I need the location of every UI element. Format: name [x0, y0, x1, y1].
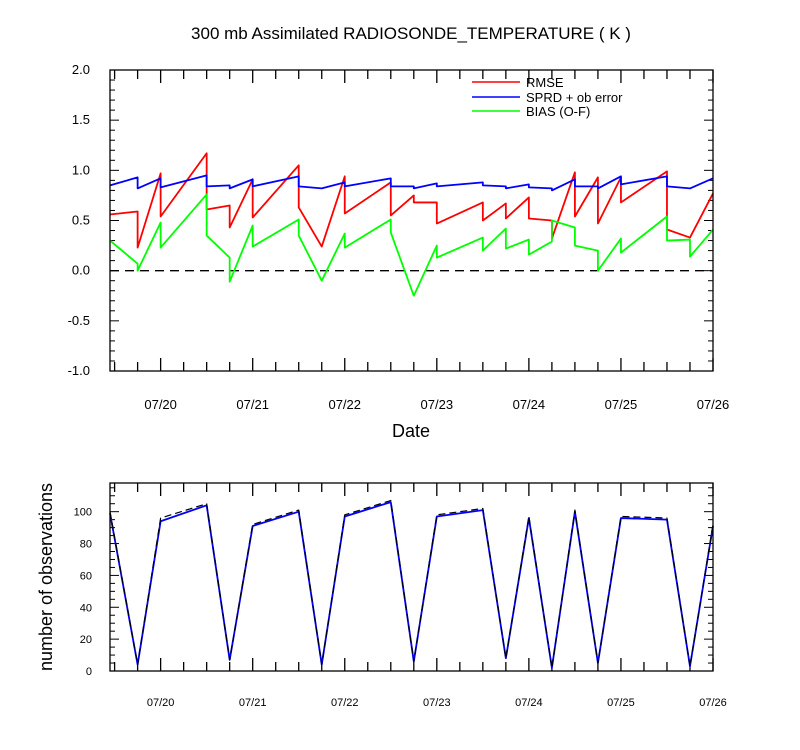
top-series-line-rmse	[109, 152, 714, 249]
top-x-tick-label: 07/20	[144, 397, 177, 412]
bottom-x-tick-label: 07/25	[607, 697, 635, 709]
top-series-lines	[109, 152, 714, 297]
bottom-ticks: 100 80 60 40 20 0 07/20 07/21 07/22 07/23 07/24 07/…	[74, 483, 727, 709]
bottom-x-tick-label: 07/20	[147, 697, 175, 709]
bottom-y-tick-label: 40	[80, 602, 92, 614]
top-y-tick-label: 1.0	[72, 162, 90, 177]
bottom-y-axis-label: number of observations	[36, 483, 56, 671]
bottom-x-tick-label: 07/24	[515, 697, 543, 709]
bottom-y-tick-label: 0	[86, 666, 92, 678]
top-x-tick-label: 07/22	[328, 397, 361, 412]
top-y-tick-label: 2.0	[72, 62, 90, 77]
top-y-tick-label: 0.5	[72, 213, 90, 228]
top-y-tick-label: 1.5	[72, 112, 90, 127]
top-plot-frame	[109, 69, 714, 372]
top-y-tick-label: -0.5	[68, 313, 90, 328]
top-x-tick-label: 07/21	[236, 397, 269, 412]
top-x-tick-label: 07/25	[605, 397, 638, 412]
top-ticks: 2.0 1.5 1.0 0.5 0.0 -0.5 -1.0 07/20 07/21 07/22 07…	[68, 62, 730, 412]
bottom-x-tick-label: 07/26	[699, 697, 727, 709]
legend-label-bias: BIAS (O-F)	[526, 104, 590, 119]
top-y-tick-label: 0.0	[72, 263, 90, 278]
bottom-plot-frame	[109, 482, 714, 672]
bottom-y-tick-label: 20	[80, 634, 92, 646]
bottom-y-tick-label: 80	[80, 539, 92, 551]
bottom-y-tick-label: 100	[74, 507, 92, 519]
top-y-tick-label: -1.0	[68, 363, 90, 378]
top-legend: RMSE SPRD + ob error BIAS (O-F)	[472, 75, 623, 119]
bottom-x-tick-label: 07/22	[331, 697, 359, 709]
legend-label-sprd: SPRD + ob error	[526, 90, 623, 105]
bottom-chart: 100 80 60 40 20 0 07/20 07/21 07/22 07/23 07/24 07/…	[36, 482, 727, 709]
chart-title: 300 mb Assimilated RADIOSONDE_TEMPERATUR…	[191, 24, 631, 43]
bottom-series-line-observations-possible	[109, 499, 714, 669]
top-x-tick-label: 07/26	[697, 397, 730, 412]
top-series-line-sprd-ob-error	[109, 174, 714, 192]
top-x-tick-label: 07/23	[421, 397, 454, 412]
top-x-tick-label: 07/24	[513, 397, 546, 412]
legend-label-rmse: RMSE	[526, 75, 564, 90]
bottom-series-lines	[109, 499, 714, 669]
bottom-x-tick-label: 07/21	[239, 697, 267, 709]
bottom-y-tick-label: 60	[80, 570, 92, 582]
top-chart: 300 mb Assimilated RADIOSONDE_TEMPERATUR…	[68, 24, 730, 441]
top-series-line-bias-o-f	[109, 193, 714, 297]
bottom-x-tick-label: 07/23	[423, 697, 451, 709]
top-x-axis-label: Date	[392, 421, 430, 441]
